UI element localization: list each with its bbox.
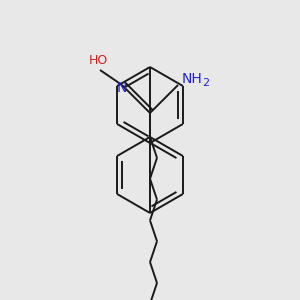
Text: NH: NH [182, 72, 203, 86]
Text: HO: HO [88, 55, 108, 68]
Text: 2: 2 [202, 78, 210, 88]
Text: N: N [117, 81, 127, 95]
